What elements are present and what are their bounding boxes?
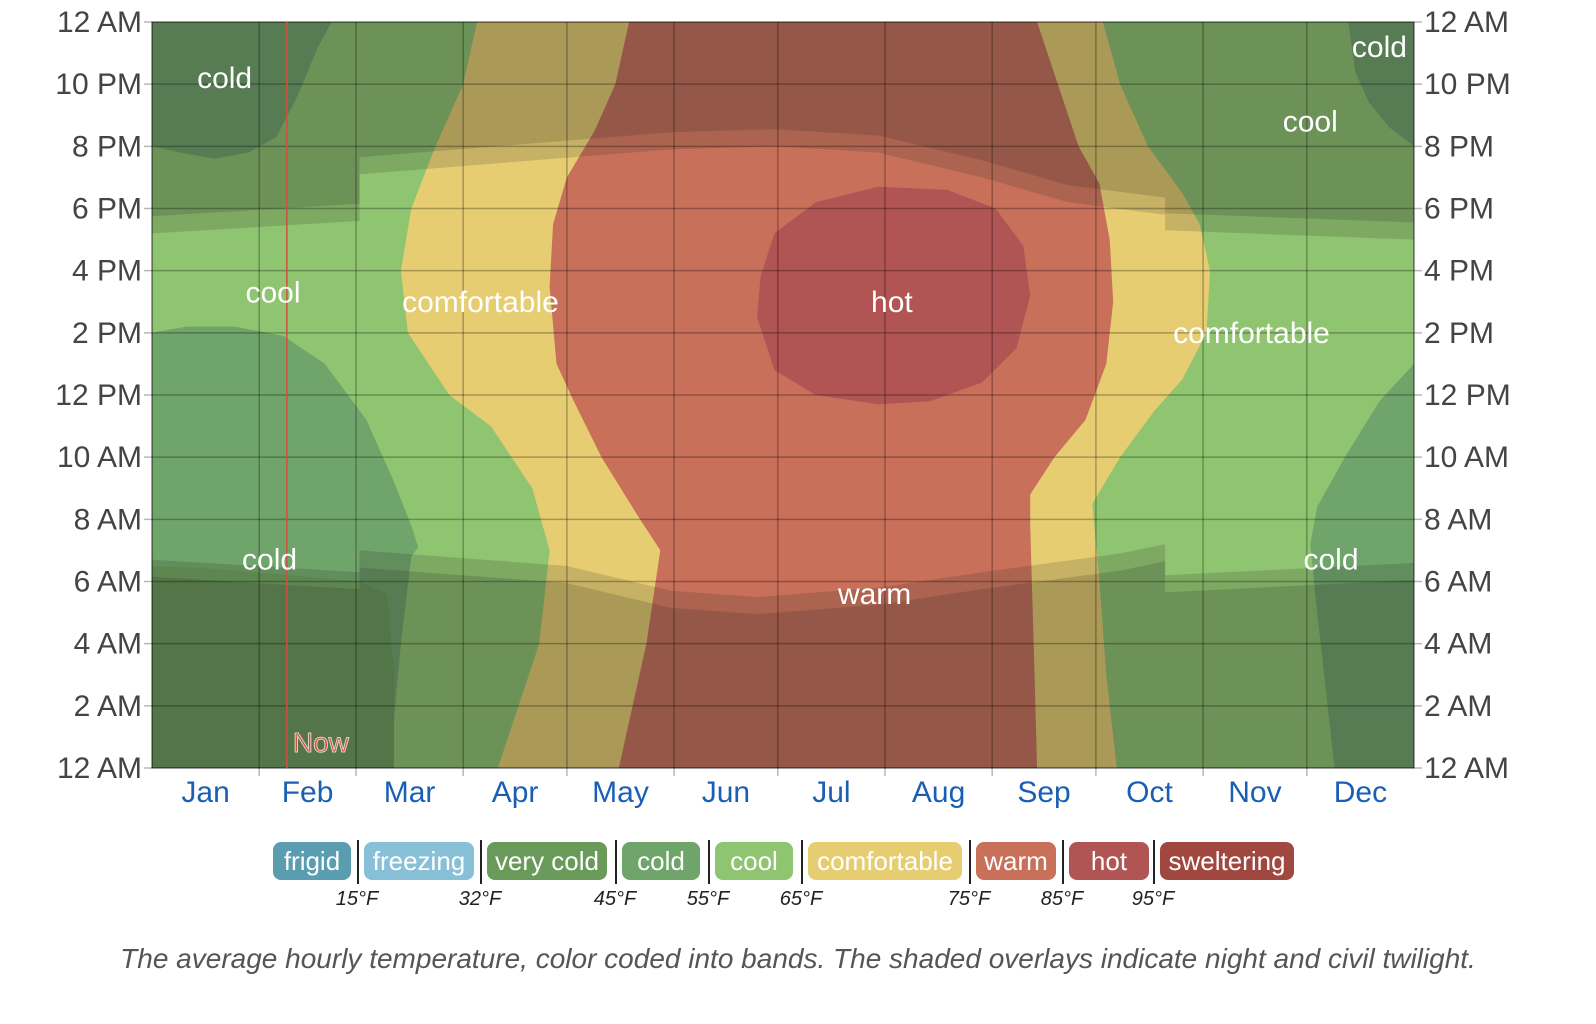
band-label: comfortable — [1173, 317, 1330, 350]
y-tick-label-left: 12 PM — [55, 379, 142, 412]
y-tick-label-right: 6 PM — [1424, 193, 1494, 226]
band-hot — [757, 186, 1031, 405]
night-twilight-overlays — [152, 22, 1414, 768]
night-overlay — [152, 22, 1414, 223]
legend-separator — [801, 840, 803, 884]
legend-threshold-label: 75°F — [947, 888, 991, 910]
y-tick-label-right: 8 AM — [1424, 503, 1492, 536]
x-month-label: Apr — [492, 776, 539, 809]
y-tick-label-right: 12 PM — [1424, 379, 1511, 412]
x-month-label: Sep — [1017, 776, 1070, 809]
x-month-label: Dec — [1334, 776, 1387, 809]
legend-item-warm: warm — [976, 842, 1056, 880]
y-tick-label-left: 6 PM — [72, 193, 142, 226]
legend-threshold-label: 95°F — [1131, 888, 1175, 910]
legend-item-freezing: freezing — [364, 842, 474, 880]
y-tick-label-right: 2 AM — [1424, 690, 1492, 723]
band-label: cold — [1352, 31, 1407, 64]
plot-frame — [151, 21, 1415, 769]
y-tick-label-left: 10 AM — [57, 441, 142, 474]
y-tick-label-left: 10 PM — [55, 68, 142, 101]
y-tick-label-left: 4 PM — [72, 255, 142, 288]
legend-item-comfortable: comfortable — [808, 842, 962, 880]
legend-threshold-label: 32°F — [458, 888, 502, 910]
night-overlay — [152, 561, 1414, 768]
y-tick-label-left: 2 AM — [74, 690, 142, 723]
legend-separator — [615, 840, 617, 884]
chart-caption: The average hourly temperature, color co… — [120, 943, 1476, 974]
region-labels: cold cold cool cool comfortable hot comfortabl… — [197, 31, 1407, 759]
legend-item-sweltering: sweltering — [1160, 842, 1294, 880]
x-month-label: Aug — [912, 776, 965, 809]
x-month-label: Feb — [282, 776, 334, 809]
y-tick-label-left: 6 AM — [74, 566, 142, 599]
x-month-label: Oct — [1126, 776, 1173, 809]
band-cold — [1348, 22, 1414, 147]
legend-item-cold: cold — [622, 842, 700, 880]
chart-svg: 12 AM 12 AM 2 AM 2 AM 4 AM 4 AM 6 AM 6 AM 8 AM 8 … — [55, 6, 1510, 809]
band-label: warm — [837, 578, 911, 611]
grid-lines — [144, 21, 1422, 776]
legend-threshold-label: 55°F — [686, 888, 730, 910]
band-label: cool — [1283, 105, 1338, 138]
legend-threshold-label: 85°F — [1040, 888, 1084, 910]
legend-separator — [708, 840, 710, 884]
twilight-overlay — [152, 22, 1414, 240]
y-tick-label-right: 10 PM — [1424, 68, 1511, 101]
temperature-bands — [152, 22, 1414, 768]
band-label: comfortable — [402, 286, 559, 319]
legend-separator — [480, 840, 482, 884]
legend-threshold-label: 45°F — [593, 888, 637, 910]
legend-separator — [1153, 840, 1155, 884]
legend-item-frigid: frigid — [273, 842, 351, 880]
y-tick-label-right: 12 AM — [1424, 752, 1509, 785]
y-tick-label-right: 2 PM — [1424, 317, 1494, 350]
legend-separator — [357, 840, 359, 884]
x-month-label: Jan — [181, 776, 229, 809]
temperature-band-legend: frigid freezing very cold cold cool comfortab… — [0, 840, 1596, 912]
band-label: cold — [197, 62, 252, 95]
legend-threshold-label: 65°F — [779, 888, 823, 910]
y-tick-label-right: 6 AM — [1424, 566, 1492, 599]
x-month-label: Mar — [384, 776, 436, 809]
band-label: hot — [871, 286, 913, 319]
y-tick-label-left: 12 AM — [57, 752, 142, 785]
temperature-heatmap-chart: 12 AM 12 AM 2 AM 2 AM 4 AM 4 AM 6 AM 6 AM 8 AM 8 … — [55, 6, 1510, 809]
y-tick-label-right: 12 AM — [1424, 6, 1509, 39]
y-tick-label-left: 8 AM — [74, 503, 142, 536]
axes: 12 AM 12 AM 2 AM 2 AM 4 AM 4 AM 6 AM 6 AM 8 AM 8 … — [55, 6, 1510, 809]
y-tick-label-left: 4 AM — [74, 628, 142, 661]
y-tick-label-left: 2 PM — [72, 317, 142, 350]
band-label: cold — [1303, 544, 1358, 577]
legend-item-very-cold: very cold — [487, 842, 607, 880]
band-label: cool — [245, 276, 300, 309]
x-month-label: May — [592, 776, 649, 809]
legend-separator — [1062, 840, 1064, 884]
twilight-overlay — [152, 544, 1414, 768]
x-month-label: Jul — [812, 776, 850, 809]
y-tick-label-right: 8 PM — [1424, 130, 1494, 163]
legend-item-hot: hot — [1069, 842, 1149, 880]
legend-item-cool: cool — [715, 842, 793, 880]
band-cold — [1310, 363, 1414, 768]
legend-separator — [969, 840, 971, 884]
y-tick-label-right: 4 PM — [1424, 255, 1494, 288]
x-month-label: Jun — [702, 776, 750, 809]
y-tick-label-right: 4 AM — [1424, 628, 1492, 661]
band-very-cold — [152, 566, 394, 768]
y-tick-label-left: 8 PM — [72, 130, 142, 163]
y-tick-label-right: 10 AM — [1424, 441, 1509, 474]
band-label: cold — [242, 544, 297, 577]
y-tick-label-left: 12 AM — [57, 6, 142, 39]
legend-threshold-label: 15°F — [335, 888, 379, 910]
now-marker-label: Now — [293, 727, 350, 758]
x-month-label: Nov — [1228, 776, 1281, 809]
